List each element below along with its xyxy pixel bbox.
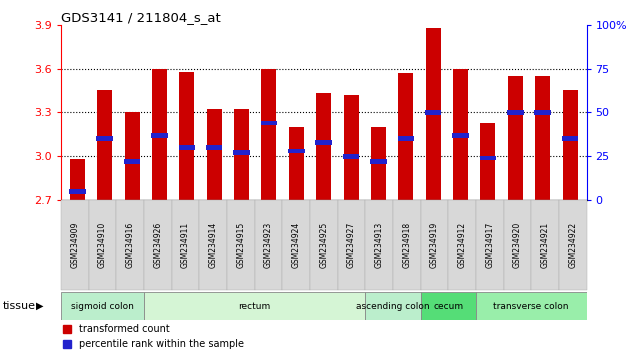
Bar xyxy=(479,156,496,160)
Text: GSM234920: GSM234920 xyxy=(513,222,522,268)
Text: ascending colon: ascending colon xyxy=(356,302,429,311)
Bar xyxy=(70,159,85,200)
Text: cecum: cecum xyxy=(433,302,463,311)
Legend: transformed count, percentile rank within the sample: transformed count, percentile rank withi… xyxy=(63,324,244,349)
Bar xyxy=(397,136,414,141)
FancyBboxPatch shape xyxy=(365,292,420,320)
Text: transverse colon: transverse colon xyxy=(494,302,569,311)
Bar xyxy=(179,145,195,150)
Bar xyxy=(507,110,524,115)
Bar xyxy=(535,76,550,200)
Text: GSM234911: GSM234911 xyxy=(181,222,190,268)
Text: GSM234913: GSM234913 xyxy=(374,222,383,268)
Text: GSM234919: GSM234919 xyxy=(430,222,439,268)
Bar xyxy=(69,189,86,194)
Bar xyxy=(179,72,194,200)
Text: GSM234927: GSM234927 xyxy=(347,222,356,268)
Bar xyxy=(371,127,386,200)
Text: GSM234910: GSM234910 xyxy=(98,222,107,268)
FancyBboxPatch shape xyxy=(476,292,587,320)
Text: GSM234921: GSM234921 xyxy=(540,222,549,268)
Text: GSM234918: GSM234918 xyxy=(402,222,411,268)
Bar xyxy=(453,69,468,200)
Bar xyxy=(96,136,113,141)
Text: GSM234915: GSM234915 xyxy=(237,222,246,268)
Text: GSM234925: GSM234925 xyxy=(319,222,328,268)
Bar xyxy=(289,127,304,200)
Text: rectum: rectum xyxy=(238,302,271,311)
Bar xyxy=(343,154,360,159)
Bar xyxy=(151,133,168,137)
Bar xyxy=(315,140,332,144)
Bar xyxy=(316,93,331,200)
Text: ▶: ▶ xyxy=(36,301,44,311)
Bar xyxy=(233,150,250,155)
Bar xyxy=(426,28,441,200)
Bar xyxy=(453,133,469,137)
Bar xyxy=(481,122,495,200)
Text: GSM234912: GSM234912 xyxy=(458,222,467,268)
Bar xyxy=(535,110,551,115)
Bar xyxy=(206,109,222,200)
FancyBboxPatch shape xyxy=(420,292,476,320)
Text: GSM234926: GSM234926 xyxy=(153,222,162,268)
Text: GSM234917: GSM234917 xyxy=(485,222,494,268)
Text: sigmoid colon: sigmoid colon xyxy=(71,302,134,311)
Bar xyxy=(206,145,222,150)
FancyBboxPatch shape xyxy=(61,292,144,320)
Text: tissue: tissue xyxy=(3,301,35,311)
Bar xyxy=(234,109,249,200)
Bar xyxy=(152,69,167,200)
Text: GSM234909: GSM234909 xyxy=(71,222,79,268)
Bar xyxy=(508,76,523,200)
Bar xyxy=(124,159,140,164)
Bar xyxy=(398,73,413,200)
Bar xyxy=(97,91,112,200)
Text: GSM234923: GSM234923 xyxy=(264,222,273,268)
Bar xyxy=(562,136,578,141)
Bar xyxy=(344,95,358,200)
Bar xyxy=(288,149,304,153)
Bar xyxy=(262,69,276,200)
Bar xyxy=(261,121,278,125)
Bar xyxy=(370,159,387,164)
Bar xyxy=(124,113,140,200)
Text: GSM234916: GSM234916 xyxy=(126,222,135,268)
Bar xyxy=(425,110,442,115)
Text: GSM234924: GSM234924 xyxy=(292,222,301,268)
FancyBboxPatch shape xyxy=(144,292,365,320)
Text: GSM234914: GSM234914 xyxy=(208,222,217,268)
Bar xyxy=(563,91,578,200)
Text: GSM234922: GSM234922 xyxy=(568,222,577,268)
Text: GDS3141 / 211804_s_at: GDS3141 / 211804_s_at xyxy=(61,11,221,24)
